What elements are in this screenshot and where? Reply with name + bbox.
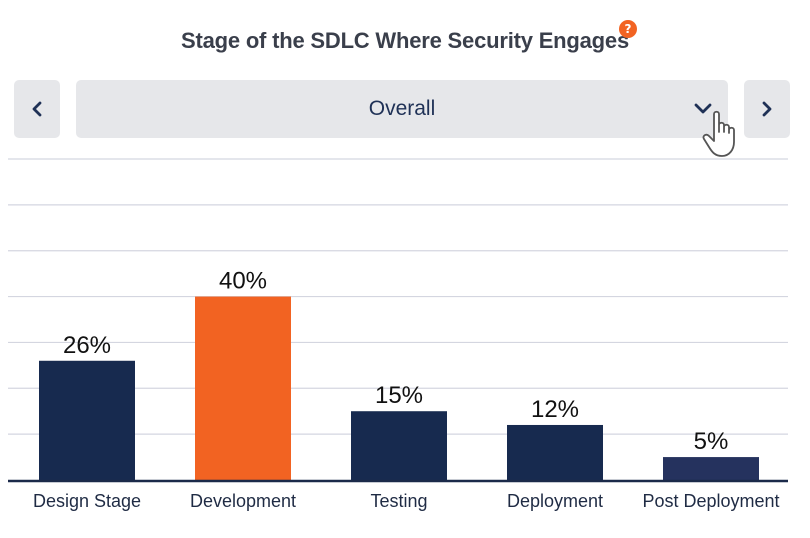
data-label: 26% [63, 332, 111, 359]
data-label: 40% [219, 268, 267, 295]
chart-title-row: Stage of the SDLC Where Security Engages [0, 28, 810, 54]
data-label: 15% [375, 382, 423, 409]
chevron-down-icon [694, 103, 712, 114]
bar[interactable] [507, 424, 603, 480]
chart-title: Stage of the SDLC Where Security Engages [181, 28, 629, 53]
previous-button[interactable] [14, 80, 60, 138]
question-mark-icon[interactable]: ? [619, 20, 637, 38]
bar[interactable] [351, 411, 447, 480]
chevron-left-icon [32, 101, 42, 117]
x-tick-label: Post Deployment [642, 491, 779, 511]
segment-dropdown[interactable]: Overall [76, 80, 728, 138]
bar[interactable] [195, 296, 291, 480]
x-tick-label: Development [190, 491, 296, 511]
next-button[interactable] [744, 80, 790, 138]
data-label: 12% [531, 396, 579, 423]
x-tick-label: Testing [370, 491, 427, 511]
bar-chart: 26% Design Stage 40% Development 15% Testing 1… [8, 158, 788, 511]
data-label: 5% [694, 428, 729, 455]
bar[interactable] [663, 457, 759, 480]
dropdown-selected-value: Overall [368, 97, 436, 120]
x-tick-label: Deployment [507, 491, 603, 511]
bar[interactable] [39, 360, 135, 480]
hand-cursor-icon [702, 110, 735, 157]
x-tick-label: Design Stage [33, 491, 141, 511]
chevron-right-icon [762, 101, 772, 117]
